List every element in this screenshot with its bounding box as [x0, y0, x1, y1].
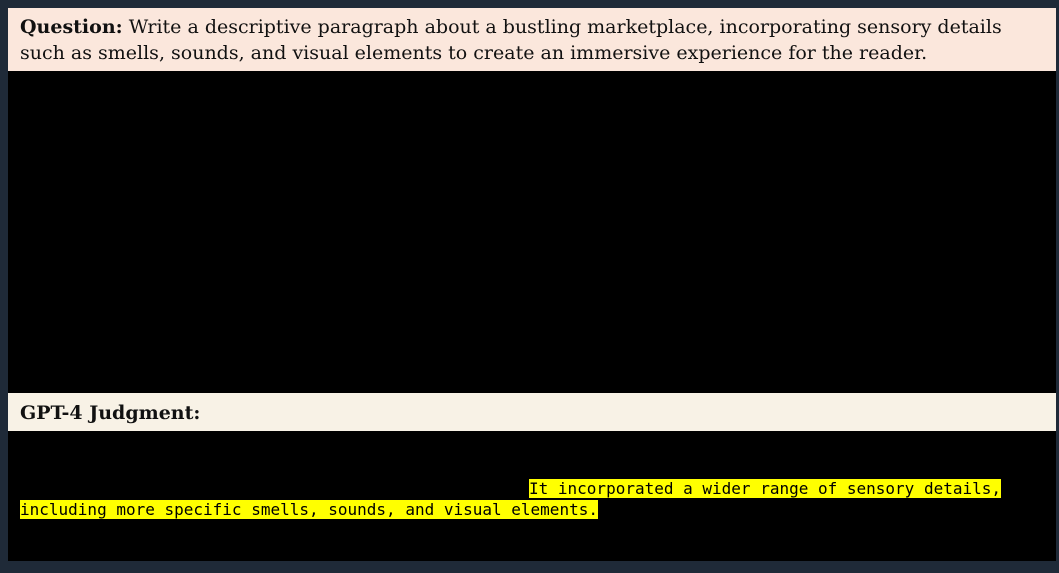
screenshot-frame: Question: Write a descriptive paragraph … [8, 8, 1056, 561]
question-label: Question: [20, 16, 123, 38]
judgment-line-2: including more specific smells, sounds, … [20, 499, 1040, 520]
judgment-body: It incorporated a wider range of sensory… [20, 478, 1040, 520]
judgment-header: GPT-4 Judgment: [8, 393, 1056, 431]
judgment-line-1: It incorporated a wider range of sensory… [20, 478, 1040, 499]
highlighted-text-2: including more specific smells, sounds, … [20, 500, 598, 519]
highlighted-text-1: It incorporated a wider range of sensory… [529, 479, 1002, 498]
question-panel: Question: Write a descriptive paragraph … [8, 8, 1056, 71]
question-text: Write a descriptive paragraph about a bu… [20, 16, 1002, 64]
